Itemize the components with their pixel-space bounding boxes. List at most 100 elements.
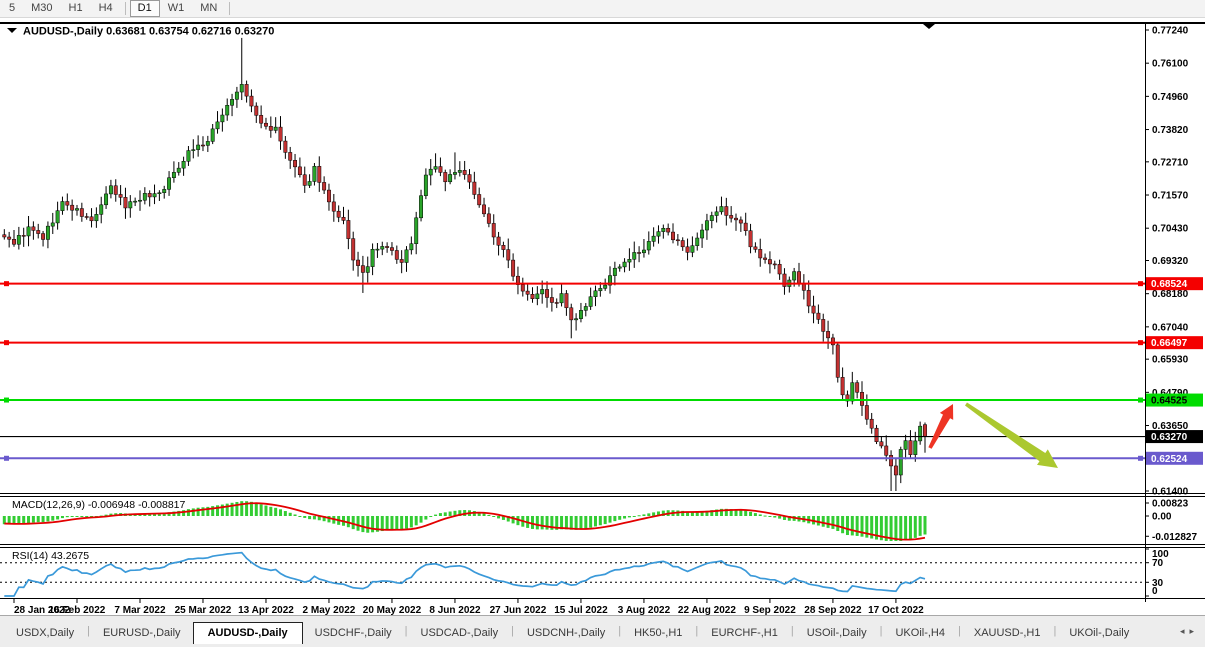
candle-body [249,95,254,107]
tab-scroll-right-icon[interactable]: ▸ [1189,626,1199,636]
candle-body [254,105,259,116]
tab-scroll-left-icon[interactable]: ◂ [1179,626,1190,636]
timeframe-mn[interactable]: MN [200,2,218,14]
candle-body [70,204,75,211]
candle-body [365,266,370,273]
candle-body [7,236,12,240]
annotation-arrow-down[interactable] [965,402,1058,469]
macd-histogram-bar [574,516,578,530]
date-label: 8 Jun 2022 [429,605,481,616]
hline-handle[interactable] [1138,340,1143,346]
candle-body [16,235,21,245]
candle-body [719,206,724,213]
hline-handle[interactable] [1138,455,1143,461]
chart-canvas[interactable]: 0.77240 0.76100 0.74960 0.73820 0.72710 0.715… [0,18,1205,617]
timeframe-5[interactable]: 5 [9,2,16,14]
tab-usdx-daily[interactable]: USDX,Daily [16,627,75,639]
macd-histogram-bar [249,501,253,516]
timeframe-d1[interactable]: D1 [129,0,160,17]
macd-histogram-bar [36,516,40,523]
macd-histogram-bar [681,510,685,516]
macd-histogram-bar [405,516,409,529]
tab-audusd-daily[interactable]: AUDUSD-,Daily [192,622,303,644]
tab-usdcnh-daily[interactable]: USDCNH-,Daily [526,627,606,639]
hline-handle[interactable] [4,340,9,346]
macd-histogram-bar [816,516,820,526]
timeframe-m30[interactable]: M30 [31,2,53,14]
rsi-pane [0,551,1145,597]
macd-histogram-bar [196,507,200,516]
tab-usdchf-daily[interactable]: USDCHF-,Daily [314,627,392,639]
tab-ukoil-h4[interactable]: UKOil-,H4 [895,627,945,639]
hline-handle[interactable] [4,455,9,461]
macd-histogram-bar [191,508,195,516]
macd-histogram-bar [555,516,559,530]
macd-histogram-bar [686,511,690,516]
candle-body [666,227,671,233]
price-badge-bg [1146,430,1203,444]
macd-histogram-bar [782,516,786,520]
price-badge-0.64525: 0.64525 [1146,393,1203,407]
candle-body [230,99,235,106]
candle-body [612,267,617,276]
macd-histogram-bar [453,510,457,516]
candle-body [734,217,738,221]
tab-eurusd-daily[interactable]: EURUSD-,Daily [102,627,181,639]
candle-body [564,293,569,309]
candle-body [220,114,225,123]
annotation-arrow-up[interactable] [928,404,954,449]
price-badge-text: 0.66497 [1151,338,1188,349]
candle-body [128,201,133,209]
candle-body [792,271,797,281]
candle-body [186,150,191,162]
hline-handle[interactable] [1138,281,1143,287]
pane-border [0,598,1205,599]
tab-eurchf-h1[interactable]: EURCHF-,H1 [711,627,778,639]
symbol-dropdown-icon[interactable] [7,28,17,33]
candle-body [205,141,210,146]
macd-histogram-bar [826,516,830,528]
macd-histogram-bar [12,516,16,525]
macd-histogram-bar [560,516,564,530]
candle-body [317,166,322,183]
macd-histogram-bar [598,516,602,526]
price-badge-text: 0.64525 [1151,396,1188,407]
tab-usoil-daily[interactable]: USOil-,Daily [806,627,867,639]
price-tick-label: 0.76100 [1152,59,1189,70]
candle-body [593,290,598,297]
date-label: 22 Aug 2022 [678,605,736,616]
candle-body [467,174,472,183]
hline-handle[interactable] [1138,397,1143,403]
chart-background [0,18,1205,617]
timeframe-h4[interactable]: H4 [98,2,113,14]
hline-handle[interactable] [4,281,9,287]
candle-body [651,235,656,242]
candle-body [302,174,307,186]
price-tick-label: 0.69320 [1152,256,1189,267]
candle-body [850,382,855,402]
macd-histogram-bar [865,516,869,538]
hline-handle[interactable] [4,397,9,403]
price-tick-label: 0.67040 [1152,322,1189,333]
macd-histogram-bar [346,516,350,528]
candle-body [763,257,768,260]
tab-hk50-h1[interactable]: HK50-,H1 [634,627,683,639]
tab-scroll-nav[interactable]: ◂▸ [1180,626,1199,637]
date-label: 28 Sep 2022 [804,605,862,616]
price-tick-label: 0.74960 [1152,92,1189,103]
tab-ukoil-daily[interactable]: UKOil-,Daily [1069,627,1130,639]
macd-histogram-bar [31,516,35,523]
macd-label: MACD(12,26,9) -0.006948 -0.008817 [12,499,186,511]
tab-xauusd-h1[interactable]: XAUUSD-,H1 [973,627,1041,639]
chart-title: AUDUSD-,Daily 0.63681 0.63754 0.62716 0.… [23,26,274,38]
candle-body [147,193,152,198]
timeframe-h1[interactable]: H1 [68,2,83,14]
macd-histogram-bar [308,516,312,520]
candle-body [549,297,554,303]
timeframe-w1[interactable]: W1 [167,2,185,14]
macd-histogram-bar [172,511,176,516]
macd-histogram-bar [293,514,297,516]
candle-body [239,84,244,93]
tab-usdcad-daily[interactable]: USDCAD-,Daily [420,627,499,639]
candle-body [346,220,351,239]
